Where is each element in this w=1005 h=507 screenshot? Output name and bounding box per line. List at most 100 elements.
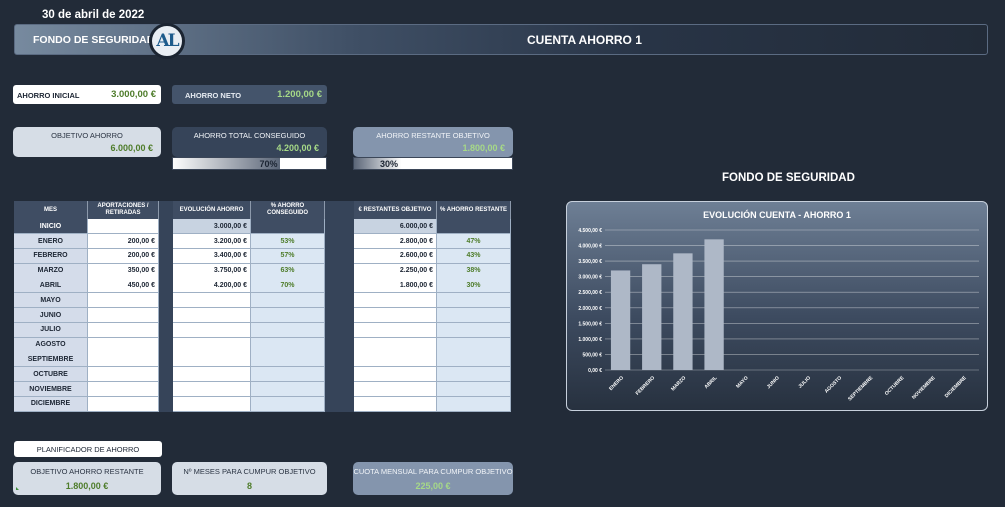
row-mes: NOVIEMBRE [14,382,88,397]
row-aportacion[interactable] [88,352,159,368]
row-pct-restante [437,337,511,353]
chart-xtick-label: DICIEMBRE [944,375,969,400]
row-aportacion[interactable] [88,293,159,309]
row-pct-conseguido [251,322,325,338]
row-evolucion [173,382,251,397]
ahorro-conseguido-value: 4.200,00 € [276,143,319,153]
row-evolucion [173,337,251,353]
row-aportacion[interactable] [88,396,159,412]
ahorro-conseguido-label: AHORRO TOTAL CONSEGUIDO [193,131,306,140]
evolution-chart: EVOLUCIÓN CUENTA - AHORRO 1 0,00 € 500,00… [566,201,988,411]
row-restantes [354,293,437,309]
row-evolucion [173,308,251,323]
chart-bar-febrero [642,264,662,370]
row-pct-restante: 30% [437,278,511,294]
header-pct-restante: % AHORRO RESTANTE [437,201,511,219]
objetivo-ahorro-card: OBJETIVO AHORRO 6.000,00 € [13,127,161,157]
row-aportacion[interactable]: 350,00 € [88,263,159,279]
row-pct-restante [437,293,511,309]
row-pct-restante [437,322,511,338]
row-restantes [354,322,437,338]
row-aportacion[interactable]: 200,00 € [88,234,159,249]
planner-meses-value[interactable]: 8 [246,481,252,491]
conseguido-progress-pct: 70% [259,159,278,169]
row-mes: AGOSTO [14,337,88,353]
restante-progress-pct: 30% [380,159,399,169]
ahorro-conseguido-card: AHORRO TOTAL CONSEGUIDO 4.200,00 € [172,127,327,157]
chart-xtick-label: OCTUBRE [884,375,906,397]
row-restantes [354,352,437,368]
table-separator-2 [325,201,354,412]
header-pct-conseguido: % AHORRO CONSEGUIDO [251,201,325,219]
chart-ytick-label: 500,00 € [583,352,603,358]
row-aportacion[interactable] [88,367,159,383]
planner-cuota-value: 225,00 € [415,481,451,491]
row-restantes: 2.250,00 € [354,263,437,279]
chart-title: EVOLUCIÓN CUENTA - AHORRO 1 [703,210,851,220]
row-pct-conseguido: 57% [251,248,325,264]
chart-xtick-label: AGOSTO [824,375,844,395]
row-aportacion[interactable]: 450,00 € [88,278,159,294]
ahorro-inicial-label: AHORRO INICIAL [17,91,80,100]
header-evolucion: EVOLUCIÓN AHORRO [173,201,251,219]
row-mes: JUNIO [14,308,88,323]
chart-xtick-label: ABRIL [703,375,718,390]
chart-ytick-label: 3.000,00 € [578,275,602,281]
row-pct-conseguido [251,352,325,368]
chart-ytick-label: 2.000,00 € [578,306,602,312]
row-pct-restante [437,396,511,412]
row-inicio-evol: 3.000,00 € [173,219,251,234]
table-separator-1 [159,201,173,412]
row-aportacion[interactable] [88,337,159,353]
ahorro-inicial-value[interactable]: 3.000,00 € [111,89,156,100]
planner-meses-label: Nº MESES PARA CUMPUR OBJETIVO [183,467,316,476]
row-aportacion[interactable] [88,382,159,397]
chart-xtick-label: JUNIO [766,375,781,390]
row-pct-conseguido [251,382,325,397]
ahorro-neto-box: AHORRO NETO 1.200,00 € [172,85,327,104]
planner-meses-card: Nº MESES PARA CUMPUR OBJETIVO 8 [172,462,327,495]
chart-bar-abril [704,239,724,370]
row-evolucion [173,352,251,368]
ahorro-restante-value: 1.800,00 € [462,143,505,153]
row-mes: JULIO [14,322,88,338]
row-evolucion [173,322,251,338]
row-restantes: 1.800,00 € [354,278,437,294]
chart-ytick-label: 2.500,00 € [578,290,602,296]
al-logo: AL [149,23,185,59]
row-restantes [354,382,437,397]
row-pct-restante: 47% [437,234,511,249]
objetivo-ahorro-value[interactable]: 6.000,00 € [110,143,153,153]
row-inicio-aport [88,219,159,234]
row-pct-conseguido [251,293,325,309]
row-evolucion: 3.200,00 € [173,234,251,249]
chart-xtick-label: FEBRERO [635,375,657,397]
row-mes: ABRIL [14,278,88,294]
row-aportacion[interactable]: 200,00 € [88,248,159,264]
chart-bar-marzo [673,253,693,370]
planner-objetivo-value: 1.800,00 € [65,481,109,491]
ahorro-inicial-box: AHORRO INICIAL 3.000,00 € [13,85,161,104]
row-pct-restante [437,308,511,323]
row-restantes [354,367,437,383]
chart-xtick-label: JULIO [797,375,812,390]
row-mes: MARZO [14,263,88,279]
chart-xtick-label: MARZO [670,375,687,392]
row-evolucion: 4.200,00 € [173,278,251,294]
row-pct-restante [437,382,511,397]
chart-xtick-label: SEPTIEMBRE [847,375,875,403]
chart-ytick-label: 3.500,00 € [578,259,602,265]
row-aportacion[interactable] [88,322,159,338]
row-aportacion[interactable] [88,308,159,323]
ahorro-restante-card: AHORRO RESTANTE OBJETIVO 1.800,00 € [353,127,513,157]
row-inicio-pct [251,219,325,234]
row-pct-conseguido: 53% [251,234,325,249]
row-mes: OCTUBRE [14,367,88,383]
row-restantes [354,396,437,412]
row-inicio-pctr [437,219,511,234]
objetivo-ahorro-label: OBJETIVO AHORRO [51,131,123,140]
restante-progress-fill [354,158,402,169]
row-restantes: 2.600,00 € [354,248,437,264]
chart-xtick-label: ENERO [608,375,625,392]
chart-ytick-label: 1.500,00 € [578,321,602,327]
